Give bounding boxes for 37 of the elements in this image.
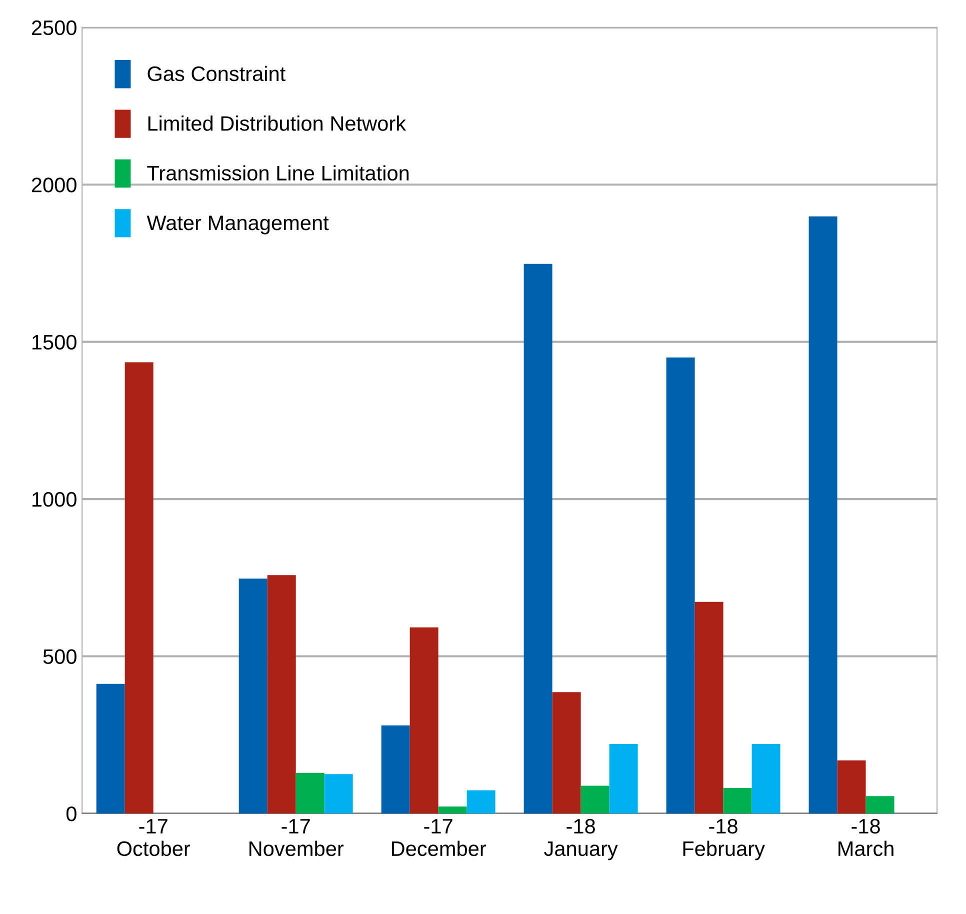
legend-label: Gas Constraint: [148, 66, 286, 82]
y-tick-label: 2500: [32, 20, 76, 36]
y-tick-label: 1500: [32, 334, 76, 350]
bar: [837, 760, 866, 814]
bar: [552, 692, 581, 814]
bar: [609, 744, 638, 814]
bar: [381, 725, 410, 814]
legend-label: Limited Distribution Network: [148, 116, 406, 131]
x-tick-label: -17 November: [250, 819, 344, 856]
y-tick-label: 1000: [32, 492, 76, 507]
y-tick-label: 0: [66, 806, 76, 822]
x-tick-label: -18 January: [544, 818, 618, 860]
bar: [524, 264, 552, 814]
y-tick-label: 2000: [32, 178, 76, 192]
y-tick-label: 500: [43, 649, 76, 664]
bar: [124, 362, 154, 814]
bar: [580, 786, 610, 814]
x-tick-label: -18 February: [683, 818, 765, 860]
bar: [410, 627, 438, 814]
bar: [96, 684, 125, 814]
bar: [438, 806, 467, 814]
bar: [694, 602, 724, 814]
bar: [238, 578, 268, 814]
x-tick-label: -17 October: [117, 819, 190, 856]
bar: [866, 796, 894, 814]
bar: [752, 744, 780, 814]
bar: [324, 774, 353, 814]
x-tick-label: -17 December: [392, 819, 486, 856]
x-tick-label: -18 March: [838, 818, 894, 856]
bar: [466, 790, 496, 814]
legend-label: Transmission Line Limitation: [147, 165, 409, 181]
bar: [808, 216, 838, 814]
bar: [296, 772, 324, 814]
legend-label: Water Management: [146, 216, 329, 234]
bar: [267, 575, 296, 814]
bar: [666, 358, 695, 814]
bar: [723, 788, 752, 814]
